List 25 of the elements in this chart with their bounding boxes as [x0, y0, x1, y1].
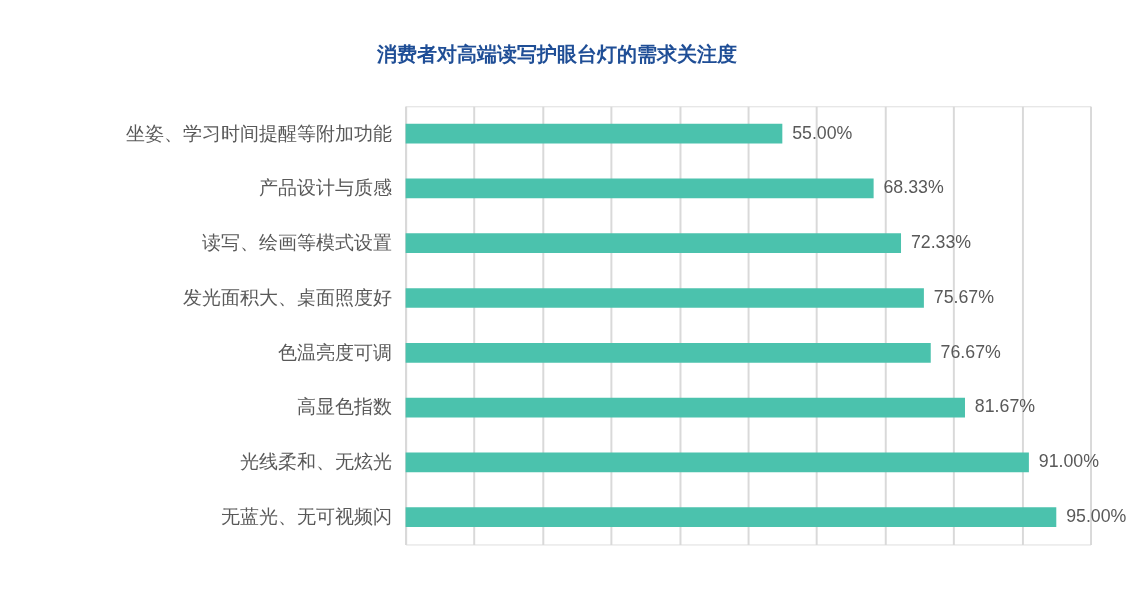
y-tick-label: 发光面积大、桌面照度好: [183, 286, 393, 308]
bar: [405, 452, 1029, 473]
y-tick-label: 无蓝光、无可视频闪: [221, 506, 393, 528]
data-label: 68.33%: [883, 177, 944, 198]
y-tick-label: 色温亮度可调: [278, 341, 393, 363]
data-label: 72.33%: [910, 232, 972, 253]
bar: [405, 342, 931, 363]
y-tick-label: 读写、绘画等模式设置: [202, 232, 393, 254]
data-label: 75.67%: [933, 286, 995, 307]
bar: [405, 507, 1057, 527]
data-label: 91.00%: [1038, 451, 1100, 472]
bar: [405, 123, 783, 144]
bar: [405, 397, 965, 418]
chart-title: 消费者对高端读写护眼台灯的需求关注度: [375, 42, 737, 65]
data-label: 55.00%: [792, 122, 853, 143]
y-tick-label: 坐姿、学习时间提醒等附加功能: [126, 122, 393, 144]
y-tick-label: 光线柔和、无炫光: [240, 451, 393, 473]
y-tick-label: 高显色指数: [297, 396, 393, 418]
data-label: 81.67%: [974, 396, 1036, 417]
data-label: 95.00%: [1066, 506, 1127, 527]
bar: [405, 178, 874, 199]
y-tick-label: 产品设计与质感: [259, 177, 393, 199]
data-label: 76.67%: [940, 341, 1002, 362]
bar: [405, 288, 924, 308]
bar: [405, 233, 902, 254]
